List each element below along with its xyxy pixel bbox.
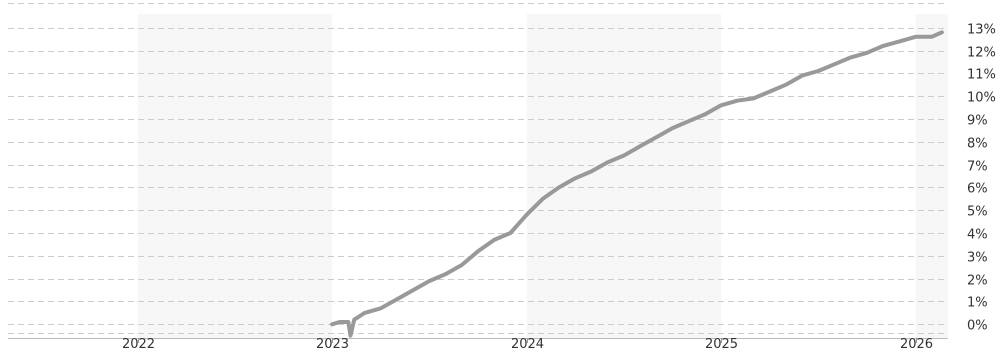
- x-tick-label: 2026: [900, 337, 933, 349]
- y-tick-label: 4%: [967, 228, 988, 243]
- x-tick-label: 2024: [511, 337, 544, 349]
- y-tick-label: 6%: [967, 182, 988, 197]
- year-band: [137, 14, 333, 338]
- gridlines: [8, 3, 948, 334]
- y-tick-label: 0%: [967, 319, 988, 334]
- x-axis-ticks: 2022 2023 2024 2025 2026: [122, 337, 933, 349]
- y-tick-label: 7%: [967, 160, 988, 175]
- y-tick-label: 10%: [967, 91, 996, 106]
- x-tick-label: 2025: [705, 337, 738, 349]
- series-line: [330, 30, 944, 338]
- y-axis-ticks: 0% 1% 2% 3% 4% 5% 6% 7% 8% 9% 10% 11% 12% 13%: [967, 23, 996, 334]
- y-tick-label: 3%: [967, 251, 988, 266]
- year-band: [915, 14, 948, 338]
- y-tick-label: 13%: [967, 23, 996, 38]
- year-bands: [137, 14, 948, 338]
- x-tick-label: 2023: [316, 337, 349, 349]
- year-band: [526, 14, 722, 338]
- y-tick-label: 5%: [967, 205, 988, 220]
- y-tick-label: 9%: [967, 114, 988, 129]
- y-tick-label: 1%: [967, 296, 988, 311]
- x-tick-label: 2022: [122, 337, 155, 349]
- y-tick-label: 2%: [967, 274, 988, 289]
- y-tick-label: 11%: [967, 68, 996, 83]
- y-tick-label: 12%: [967, 46, 996, 61]
- series-layer: [330, 30, 944, 338]
- y-tick-label: 8%: [967, 137, 988, 152]
